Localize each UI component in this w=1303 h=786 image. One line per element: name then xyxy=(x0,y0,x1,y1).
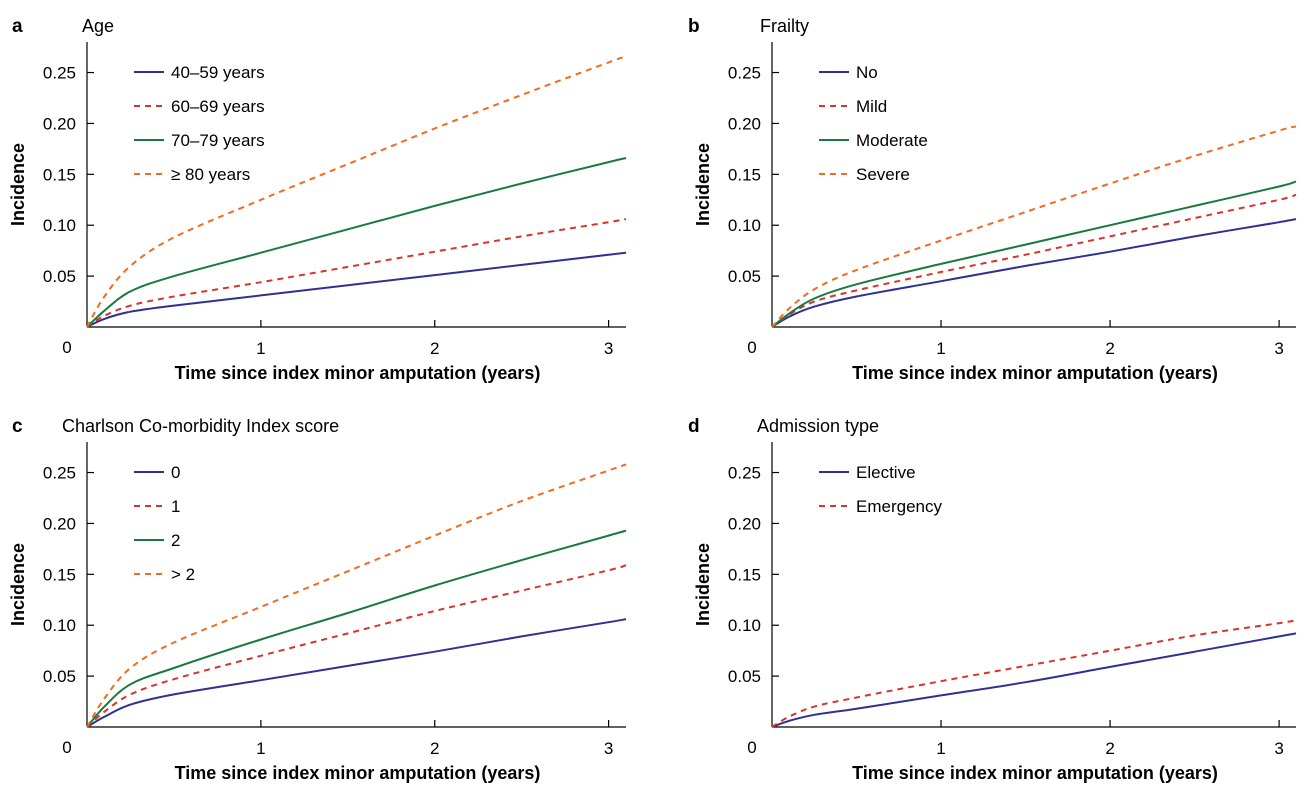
legend-label: > 2 xyxy=(171,565,195,584)
y-tick-label: 0.20 xyxy=(43,114,76,133)
legend-label: Emergency xyxy=(856,497,942,516)
panel-title: Charlson Co-morbidity Index score xyxy=(62,416,339,436)
x-tick-label: 2 xyxy=(1105,339,1114,358)
legend-label: Moderate xyxy=(856,131,928,150)
series-line-3 xyxy=(771,180,1297,328)
x-tick-label: 0 xyxy=(747,338,756,357)
y-tick-label: 0.05 xyxy=(43,667,76,686)
x-tick-label: 3 xyxy=(604,339,613,358)
series-line-2 xyxy=(86,564,627,728)
x-axis-title: Time since index minor amputation (years… xyxy=(852,763,1218,783)
y-tick-label: 0.15 xyxy=(728,165,761,184)
legend-label: 70–79 years xyxy=(171,131,265,150)
y-tick-label: 0.10 xyxy=(43,216,76,235)
panel-letter: d xyxy=(688,416,700,437)
series-line-1 xyxy=(771,218,1297,328)
y-tick-label: 0.20 xyxy=(43,514,76,533)
series-line-2 xyxy=(86,218,627,328)
series-line-4 xyxy=(771,125,1297,328)
series-line-2 xyxy=(771,619,1297,728)
x-tick-label: 0 xyxy=(747,738,756,757)
y-tick-label: 0.05 xyxy=(728,267,761,286)
panel-letter: b xyxy=(688,16,700,37)
x-tick-label: 1 xyxy=(256,739,265,758)
panel-title: Age xyxy=(82,16,114,36)
y-tick-label: 0.10 xyxy=(728,216,761,235)
y-tick-label: 0.05 xyxy=(728,667,761,686)
x-axis-title: Time since index minor amputation (years… xyxy=(175,363,541,383)
y-tick-label: 0.25 xyxy=(43,464,76,483)
panel-letter: a xyxy=(12,16,23,37)
series-line-1 xyxy=(86,618,627,728)
x-tick-label: 0 xyxy=(62,338,71,357)
panel-title: Admission type xyxy=(757,416,879,436)
series-line-4 xyxy=(86,55,627,328)
y-tick-label: 0.25 xyxy=(728,64,761,83)
x-tick-label: 3 xyxy=(604,739,613,758)
y-tick-label: 0.20 xyxy=(728,514,761,533)
x-tick-label: 0 xyxy=(62,738,71,757)
chart-panel-b: b Frailty 0 1 2 3 0.05 0.10 0.15 0.20 0.25 Time sin… xyxy=(688,16,1297,383)
y-tick-label: 0.15 xyxy=(43,565,76,584)
y-tick-label: 0.25 xyxy=(728,464,761,483)
y-axis-title: Incidence xyxy=(693,143,713,226)
legend-label: Mild xyxy=(856,97,887,116)
y-tick-label: 0.10 xyxy=(728,616,761,635)
y-axis-title: Incidence xyxy=(8,543,28,626)
series-line-3 xyxy=(86,157,627,328)
legend-label: ≥ 80 years xyxy=(171,165,250,184)
legend-label: No xyxy=(856,63,878,82)
x-tick-label: 2 xyxy=(1105,739,1114,758)
series-line-2 xyxy=(771,193,1297,328)
chart-panel-c: c Charlson Co-morbidity Index score 0 1 2 3 0.… xyxy=(8,416,627,783)
legend-label: 2 xyxy=(171,531,180,550)
y-tick-label: 0.15 xyxy=(728,565,761,584)
series-line-1 xyxy=(86,251,627,328)
y-axis-title: Incidence xyxy=(8,143,28,226)
x-axis-title: Time since index minor amputation (years… xyxy=(852,363,1218,383)
x-tick-label: 2 xyxy=(430,339,439,358)
legend-label: Elective xyxy=(856,463,916,482)
y-tick-label: 0.10 xyxy=(43,616,76,635)
x-tick-label: 1 xyxy=(256,339,265,358)
x-tick-label: 2 xyxy=(430,739,439,758)
y-tick-label: 0.05 xyxy=(43,267,76,286)
legend-label: 60–69 years xyxy=(171,97,265,116)
chart-panel-d: d Admission type 0 1 2 3 0.05 0.10 0.15 0.20 0.25 T… xyxy=(688,416,1297,783)
y-tick-label: 0.15 xyxy=(43,165,76,184)
panel-title: Frailty xyxy=(760,16,809,36)
y-tick-label: 0.25 xyxy=(43,64,76,83)
x-axis-title: Time since index minor amputation (years… xyxy=(175,763,541,783)
series-line-4 xyxy=(86,463,627,728)
legend-label: 1 xyxy=(171,497,180,516)
legend-label: 0 xyxy=(171,463,180,482)
x-tick-label: 3 xyxy=(1274,739,1283,758)
chart-panel-a: a Age 0 1 2 3 0.05 0.10 0.15 0.20 0.25 Time since i… xyxy=(8,16,627,383)
y-axis-title: Incidence xyxy=(693,543,713,626)
x-tick-label: 1 xyxy=(936,739,945,758)
x-tick-label: 3 xyxy=(1274,339,1283,358)
x-tick-label: 1 xyxy=(936,339,945,358)
series-line-3 xyxy=(86,529,627,728)
legend-label: 40–59 years xyxy=(171,63,265,82)
legend-label: Severe xyxy=(856,165,910,184)
y-tick-label: 0.20 xyxy=(728,114,761,133)
panel-letter: c xyxy=(12,416,23,437)
series-line-1 xyxy=(771,632,1297,728)
